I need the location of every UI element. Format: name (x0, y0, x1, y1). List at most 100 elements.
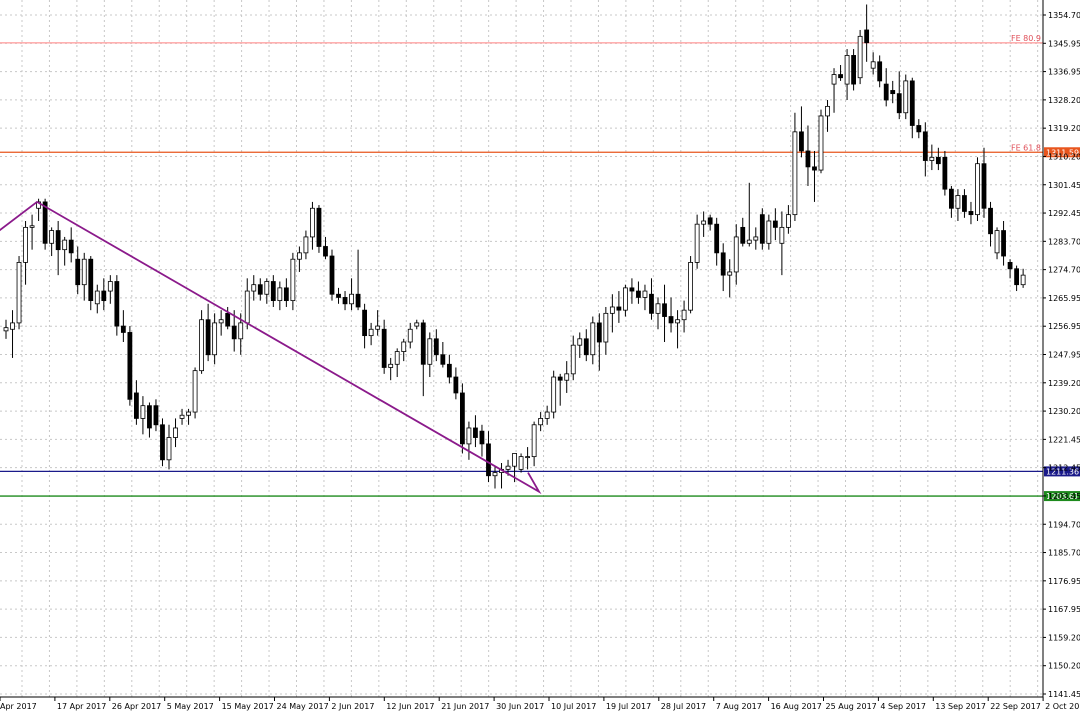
candle-bear (153, 405, 159, 426)
candle-bear (720, 252, 726, 276)
candle-bull (466, 427, 472, 445)
candle-bull (538, 418, 544, 426)
candle-bull (831, 74, 837, 85)
candle-bull (688, 262, 693, 311)
candle-bear (205, 319, 211, 356)
candle-bear (583, 338, 589, 356)
candle-bear (799, 131, 804, 152)
candle-bear (942, 156, 948, 190)
candle-bear (420, 322, 426, 365)
candle-bear (355, 293, 361, 308)
price-tick-label: 1176.95 (1048, 577, 1080, 586)
candle-bear (42, 201, 48, 244)
candle-bull (349, 293, 354, 305)
candle-bull (414, 322, 420, 327)
candle-bull (49, 230, 55, 244)
candle-bear (557, 376, 563, 381)
price-tick-label: 1265.95 (1048, 294, 1080, 303)
candle-bull (303, 236, 309, 254)
candle-bear (935, 156, 941, 165)
price-tick-label: 1301.45 (1048, 181, 1080, 190)
candle-bear (440, 354, 446, 365)
price-tag (1044, 491, 1080, 502)
candle-bear (270, 281, 276, 302)
date-tick-label: 13 Sep 2017 (935, 702, 986, 711)
candle-bull (186, 411, 191, 416)
candle-bull (192, 370, 198, 413)
candle-bear (851, 55, 856, 85)
candle-bear (629, 287, 635, 292)
date-tick-label: 24 May 2017 (277, 702, 329, 711)
date-tick-label: Apr 2017 (0, 702, 37, 711)
candle-bull (623, 287, 628, 311)
price-tick-label: 1203.45 (1048, 492, 1080, 501)
candle-bull (525, 456, 530, 459)
date-tick-label: 30 Jun 2017 (496, 702, 544, 711)
candle-bear (877, 61, 883, 82)
date-tick-label: 22 Sep 2017 (990, 702, 1041, 711)
candle-bear (55, 230, 61, 251)
candle-bear (805, 150, 811, 168)
candle-bull (179, 414, 185, 419)
candle-bear (133, 392, 139, 419)
candle-bull (10, 322, 15, 330)
candle-bull (107, 281, 113, 292)
candle-bull (199, 319, 205, 372)
candle-bear (812, 166, 817, 171)
candles (3, 4, 1026, 489)
candle-bear (636, 290, 641, 298)
candle-bull (166, 437, 172, 461)
candle-bull (394, 351, 400, 365)
candle-bull (786, 214, 791, 228)
trendline (0, 200, 542, 495)
candle-bear (114, 281, 120, 327)
candle-bear (453, 376, 459, 394)
price-tick-label: 1328.20 (1048, 96, 1080, 105)
date-tick-label: 28 Jul 2017 (661, 702, 706, 711)
candle-bear (922, 131, 928, 161)
candle-bull (264, 281, 270, 295)
date-tick-label: 4 Sep 2017 (880, 702, 926, 711)
candle-bull (642, 290, 648, 298)
candle-bear (988, 207, 993, 235)
candle-bear (446, 363, 452, 378)
candle-bear (616, 306, 622, 311)
candle-bull (609, 306, 615, 314)
candle-bull (818, 115, 824, 171)
candle-bear (336, 293, 341, 298)
candle-bear (596, 322, 602, 343)
price-tag (1044, 466, 1080, 477)
candle-bull (388, 363, 394, 368)
candle-bull (518, 456, 524, 470)
candle-bull (694, 223, 700, 263)
price-tick-label: 1194.70 (1048, 520, 1080, 529)
candle-bear (486, 443, 491, 477)
price-tick-label: 1150.20 (1048, 662, 1080, 671)
candle-bull (825, 105, 830, 117)
date-tick-label: 10 Jul 2017 (551, 702, 596, 711)
candle-bull (603, 312, 609, 343)
candle-bear (909, 80, 915, 126)
candle-bull (531, 424, 537, 458)
candle-bull (675, 319, 680, 324)
candle-bull (792, 131, 798, 216)
candle-bull (290, 258, 296, 302)
candle-bear (473, 427, 478, 438)
candle-bear (381, 328, 387, 368)
candle-bull (212, 322, 218, 356)
candle-bear (101, 290, 107, 302)
candle-bull (590, 322, 596, 356)
price-tag-text: 1311.59 (1046, 148, 1079, 157)
candle-bear (1007, 262, 1013, 270)
candle-bull (94, 290, 100, 305)
candle-bear (147, 405, 152, 429)
date-tick-label: 26 Apr 2017 (112, 702, 161, 711)
price-tag (1044, 147, 1080, 158)
candle-bear (459, 392, 465, 445)
date-tick-label: 7 Aug 2017 (716, 702, 762, 711)
date-tick-label: 12 Jun 2017 (386, 702, 434, 711)
price-tick-label: 1354.70 (1048, 11, 1080, 20)
candle-bull (701, 220, 707, 225)
